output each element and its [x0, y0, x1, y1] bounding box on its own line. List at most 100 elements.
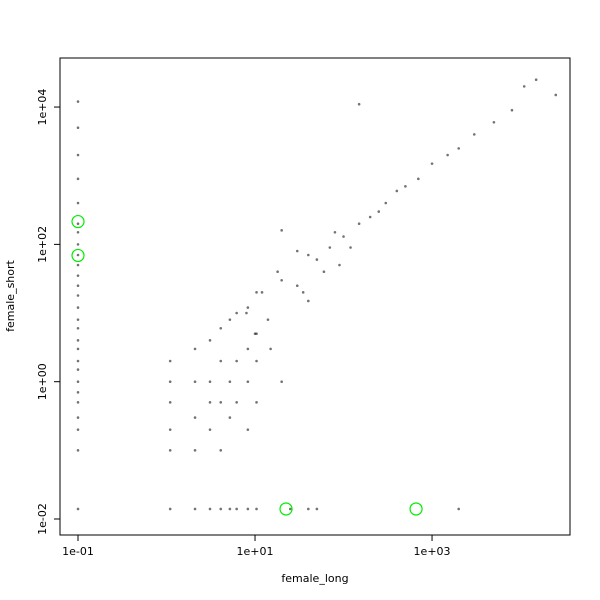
y-axis-label: female_short: [4, 259, 17, 331]
x-tick-label: 1e-01: [62, 545, 94, 558]
point: [76, 347, 80, 351]
point: [446, 153, 449, 157]
point: [307, 299, 310, 303]
point: [76, 294, 80, 297]
point: [76, 243, 80, 246]
highlight-point: [279, 502, 293, 516]
point: [76, 222, 80, 225]
point: [76, 318, 80, 321]
point: [368, 215, 372, 219]
point: [76, 253, 80, 257]
y-tick-label: 1e+00: [36, 363, 49, 400]
point: [307, 507, 310, 511]
point: [328, 246, 332, 249]
point: [76, 416, 80, 419]
point: [208, 507, 212, 511]
y-tick-label: 1e+02: [36, 226, 49, 263]
point: [228, 507, 232, 511]
point: [76, 359, 80, 363]
point: [280, 229, 283, 232]
point: [235, 401, 238, 404]
point: [193, 347, 197, 351]
point: [269, 347, 272, 351]
point: [457, 507, 460, 511]
point: [76, 284, 80, 288]
point: [76, 401, 80, 404]
point: [295, 249, 299, 253]
point: [430, 162, 434, 165]
point: [288, 507, 292, 511]
point: [255, 401, 258, 404]
point: [301, 291, 305, 294]
point: [76, 263, 80, 267]
point: [219, 449, 223, 452]
point: [315, 507, 319, 511]
point: [253, 332, 257, 335]
point: [404, 185, 407, 188]
point: [417, 177, 420, 181]
point: [76, 177, 80, 181]
point: [357, 102, 361, 106]
point: [295, 284, 299, 288]
point: [76, 100, 80, 103]
point: [76, 368, 80, 371]
point: [76, 428, 80, 431]
point: [246, 347, 250, 351]
point: [377, 210, 381, 213]
point: [76, 306, 80, 309]
point: [255, 359, 258, 363]
point: [76, 230, 80, 234]
point: [76, 380, 80, 383]
point: [276, 270, 279, 273]
highlight-point: [71, 214, 85, 229]
point: [554, 93, 558, 97]
point: [235, 359, 238, 363]
point: [510, 108, 514, 112]
point: [333, 230, 337, 234]
point: [349, 246, 352, 249]
point: [208, 380, 212, 383]
point: [357, 222, 361, 225]
point: [246, 507, 250, 511]
point: [522, 85, 526, 88]
point: [246, 306, 250, 309]
point: [228, 380, 232, 383]
point: [246, 428, 250, 431]
x-tick-label: 1e+03: [414, 545, 451, 558]
point: [235, 311, 238, 315]
point: [168, 359, 172, 363]
point: [193, 507, 197, 511]
point: [395, 189, 399, 193]
point: [280, 380, 283, 383]
point: [168, 507, 172, 511]
point: [193, 380, 197, 383]
point: [168, 401, 172, 404]
point: [255, 291, 258, 294]
x-axis-label: female_long: [281, 572, 348, 585]
point: [338, 263, 341, 267]
point: [492, 120, 496, 124]
point: [76, 153, 80, 157]
point: [307, 253, 310, 257]
point: [219, 507, 223, 511]
point: [76, 126, 80, 130]
point: [76, 274, 80, 277]
point: [472, 133, 476, 136]
highlight-point: [71, 248, 85, 263]
point: [219, 359, 223, 363]
point: [280, 278, 283, 282]
point: [208, 401, 212, 404]
plot-box: [59, 57, 571, 536]
point: [534, 78, 538, 82]
point: [228, 416, 232, 419]
point: [315, 258, 319, 261]
point: [76, 507, 80, 511]
point: [193, 449, 197, 452]
point: [266, 318, 270, 321]
highlight-point: [409, 502, 423, 516]
point: [255, 507, 258, 511]
point: [322, 270, 326, 273]
point: [76, 391, 80, 394]
point: [76, 201, 80, 205]
